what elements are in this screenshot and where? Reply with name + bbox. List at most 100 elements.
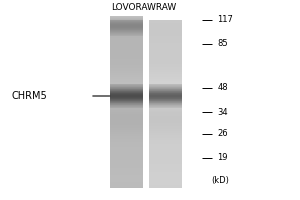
Bar: [148, 149, 182, 150]
Bar: [148, 156, 182, 157]
Bar: [148, 132, 182, 133]
Bar: [110, 179, 142, 180]
Bar: [148, 97, 182, 98]
Bar: [110, 42, 142, 43]
Bar: [148, 75, 182, 76]
Bar: [110, 177, 142, 178]
Bar: [148, 160, 182, 161]
Bar: [148, 103, 182, 104]
Bar: [148, 162, 182, 163]
Bar: [148, 145, 182, 146]
Bar: [148, 137, 182, 138]
Bar: [110, 148, 142, 149]
Bar: [110, 24, 142, 25]
Bar: [110, 93, 142, 94]
Bar: [110, 53, 142, 54]
Bar: [148, 177, 182, 178]
Bar: [148, 57, 182, 58]
Bar: [110, 89, 142, 90]
Bar: [110, 31, 142, 32]
Bar: [110, 117, 142, 118]
Bar: [148, 84, 182, 85]
Bar: [110, 105, 142, 106]
Bar: [110, 186, 142, 187]
Bar: [110, 75, 142, 76]
Bar: [148, 91, 182, 92]
Bar: [148, 124, 182, 125]
Bar: [110, 146, 142, 147]
Bar: [148, 112, 182, 113]
Bar: [110, 24, 142, 25]
Bar: [148, 172, 182, 173]
Bar: [148, 68, 182, 69]
Bar: [148, 62, 182, 63]
Bar: [110, 155, 142, 156]
Bar: [110, 87, 142, 88]
Bar: [148, 96, 182, 97]
Bar: [148, 153, 182, 154]
Bar: [148, 95, 182, 96]
Bar: [148, 21, 182, 22]
Bar: [110, 105, 142, 106]
Bar: [110, 50, 142, 51]
Bar: [110, 166, 142, 167]
Bar: [110, 172, 142, 173]
Bar: [148, 103, 182, 104]
Bar: [148, 93, 182, 94]
Bar: [148, 141, 182, 142]
Bar: [110, 103, 142, 104]
Bar: [110, 33, 142, 34]
Bar: [148, 41, 182, 42]
Bar: [148, 135, 182, 136]
Bar: [110, 29, 142, 30]
Text: 19: 19: [218, 154, 228, 162]
Bar: [148, 111, 182, 112]
Bar: [110, 170, 142, 171]
Bar: [148, 120, 182, 121]
Bar: [110, 74, 142, 75]
Bar: [148, 187, 182, 188]
Bar: [148, 90, 182, 91]
Bar: [110, 28, 142, 29]
Bar: [110, 71, 142, 72]
Bar: [110, 168, 142, 169]
Bar: [110, 154, 142, 155]
Text: 48: 48: [218, 83, 228, 92]
Bar: [110, 106, 142, 107]
Bar: [110, 115, 142, 116]
Bar: [148, 87, 182, 88]
Bar: [148, 38, 182, 39]
Bar: [148, 63, 182, 64]
Bar: [148, 91, 182, 92]
Bar: [110, 16, 142, 17]
Bar: [110, 114, 142, 115]
Bar: [110, 66, 142, 67]
Bar: [110, 96, 142, 97]
Bar: [148, 136, 182, 137]
Bar: [148, 113, 182, 114]
Bar: [148, 154, 182, 155]
Bar: [110, 141, 142, 142]
Bar: [148, 182, 182, 183]
Bar: [110, 32, 142, 33]
Bar: [148, 183, 182, 184]
Bar: [110, 123, 142, 124]
Bar: [148, 123, 182, 124]
Bar: [110, 31, 142, 32]
Bar: [148, 150, 182, 151]
Bar: [110, 69, 142, 70]
Bar: [148, 48, 182, 49]
Bar: [148, 179, 182, 180]
Bar: [110, 34, 142, 35]
Bar: [110, 25, 142, 26]
Bar: [110, 173, 142, 174]
Bar: [110, 91, 142, 92]
Bar: [110, 25, 142, 26]
Bar: [110, 183, 142, 184]
Bar: [148, 60, 182, 61]
Bar: [148, 142, 182, 143]
Bar: [148, 51, 182, 52]
Bar: [148, 99, 182, 100]
Bar: [110, 33, 142, 34]
Bar: [110, 131, 142, 132]
